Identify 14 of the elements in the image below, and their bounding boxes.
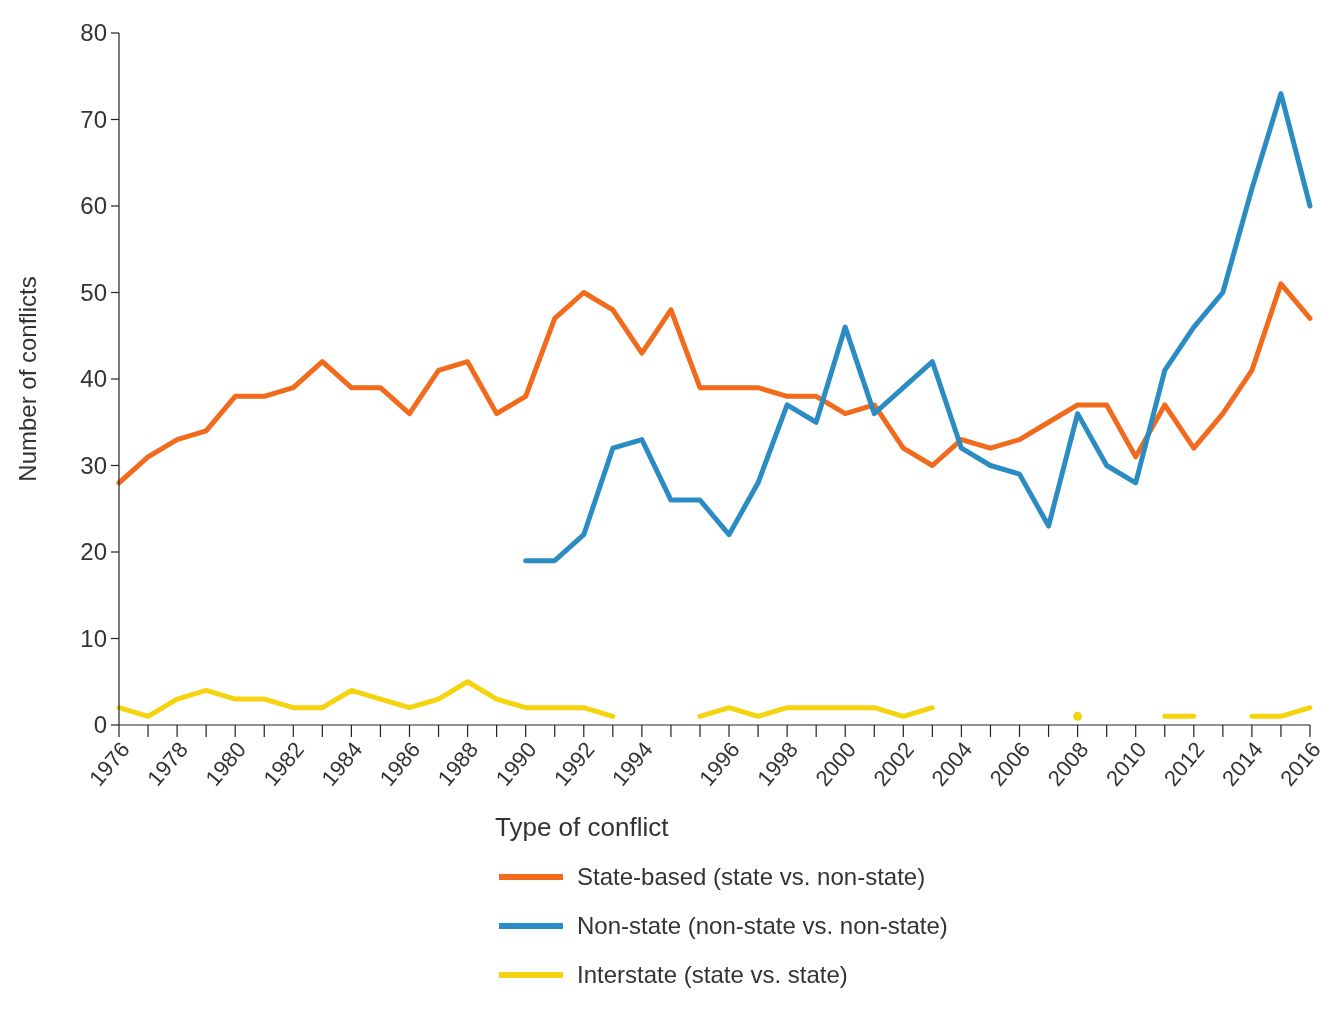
y-tick-label: 60 bbox=[80, 192, 107, 220]
y-tick-label: 40 bbox=[80, 365, 107, 393]
y-tick-label: 80 bbox=[80, 19, 107, 47]
y-tick-label: 70 bbox=[80, 105, 107, 133]
y-axis-title: Number of conflicts bbox=[14, 276, 41, 482]
y-tick-label: 10 bbox=[80, 624, 107, 652]
y-tick-label: 0 bbox=[93, 711, 107, 739]
legend-label: State-based (state vs. non-state) bbox=[577, 863, 926, 890]
y-tick-label: 20 bbox=[80, 538, 107, 566]
y-tick-label: 30 bbox=[80, 451, 107, 479]
legend-label: Interstate (state vs. state) bbox=[577, 961, 848, 988]
y-tick-label: 50 bbox=[80, 278, 107, 306]
legend-title: Type of conflict bbox=[495, 812, 670, 842]
legend-label: Non-state (non-state vs. non-state) bbox=[577, 912, 948, 939]
